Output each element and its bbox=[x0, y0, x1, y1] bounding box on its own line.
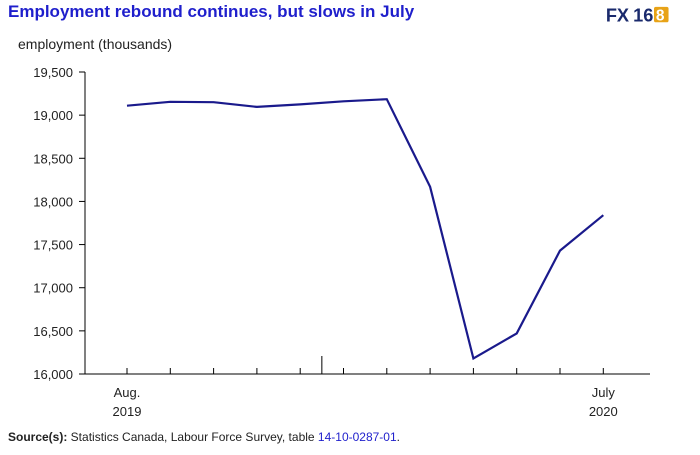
svg-text:FX: FX bbox=[606, 5, 629, 25]
x-tick-label: July bbox=[592, 385, 616, 400]
x-tick-label: Aug. bbox=[114, 385, 141, 400]
x-tick-label-year: 2020 bbox=[589, 404, 618, 419]
source-end: . bbox=[396, 430, 400, 444]
svg-text:16: 16 bbox=[633, 5, 653, 25]
fx168-logo: FX 16 8 bbox=[606, 5, 669, 25]
source-table-link[interactable]: 14-10-0287-01 bbox=[317, 430, 397, 444]
y-tick-label: 17,500 bbox=[33, 238, 73, 253]
y-tick-label: 19,000 bbox=[33, 108, 73, 123]
x-tick-label-year: 2019 bbox=[113, 404, 142, 419]
source-text: Statistics Canada, Labour Force Survey, … bbox=[67, 430, 318, 444]
y-tick-label: 18,500 bbox=[33, 151, 73, 166]
y-axis-label: employment (thousands) bbox=[18, 36, 172, 52]
y-tick-label: 16,500 bbox=[33, 324, 73, 339]
source-note: Source(s): Statistics Canada, Labour For… bbox=[8, 430, 400, 444]
source-label: Source(s): bbox=[8, 430, 68, 444]
plot-area: 16,000 16,500 17,000 17,500 18,000 18,500 19,0… bbox=[33, 65, 650, 419]
y-tick-label: 16,000 bbox=[33, 367, 73, 382]
svg-text:8: 8 bbox=[656, 7, 665, 24]
chart-title: Employment rebound continues, but slows … bbox=[8, 2, 415, 21]
y-tick-label: 17,000 bbox=[33, 281, 73, 296]
y-tick-label: 19,500 bbox=[33, 65, 73, 80]
chart: employment (thousands) 16,000 16,500 17,00… bbox=[18, 36, 650, 419]
y-tick-label: 18,000 bbox=[33, 194, 73, 209]
series-line bbox=[126, 98, 604, 361]
